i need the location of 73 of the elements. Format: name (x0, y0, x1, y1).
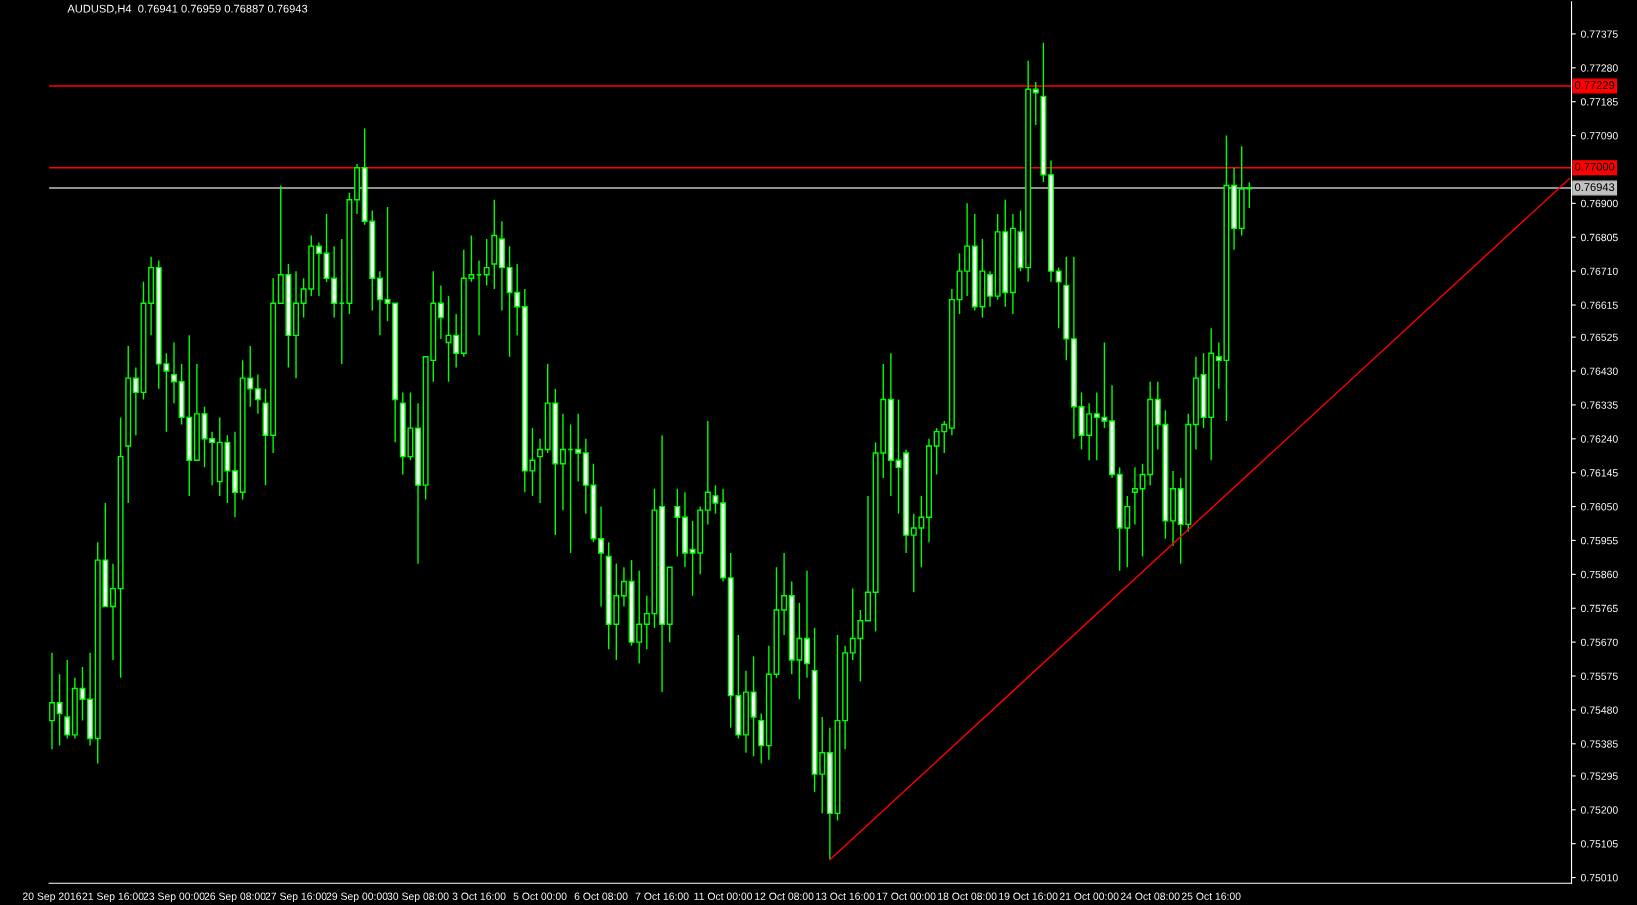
y-tick-label: 0.76050 (1580, 503, 1618, 511)
y-tick-label: 0.75670 (1580, 638, 1618, 647)
y-tick-label: 0.75200 (1580, 806, 1618, 814)
y-tick-label: 0.75480 (1580, 706, 1618, 714)
x-tick-label: 6 Oct 08:00 (574, 892, 628, 900)
y-tick-label: 0.75385 (1580, 740, 1618, 748)
x-tick-label: 3 Oct 16:00 (452, 892, 506, 900)
ref-line-label: 0.77000 (1575, 162, 1615, 171)
candlestick (64, 659, 71, 740)
candlestick (781, 552, 788, 636)
x-tick-label: 24 Oct 08:00 (1120, 892, 1180, 900)
y-tick-label: 0.76335 (1580, 401, 1618, 409)
chart-title: AUDUSD,H4 0.76941 0.76959 0.76887 0.76943 (67, 4, 308, 14)
x-tick-label: 11 Oct 00:00 (694, 892, 753, 900)
candlestick (598, 505, 605, 608)
x-tick-label: 20 Sep 2016 (22, 892, 82, 903)
candlestick (209, 430, 216, 486)
candlestick (56, 673, 63, 747)
x-tick-label: 25 Oct 16:00 (1181, 892, 1241, 900)
y-tick-label: 0.76900 (1580, 199, 1618, 208)
y-tick-label: 0.76805 (1580, 233, 1618, 242)
x-tick-label: 13 Oct 16:00 (816, 892, 875, 900)
x-tick-label: 23 Sep 00:00 (143, 892, 205, 903)
x-tick-label: 12 Oct 08:00 (755, 892, 814, 900)
candlestick (338, 238, 345, 365)
candlestick (1055, 266, 1062, 329)
candlestick (132, 366, 139, 436)
x-tick-label: 7 Oct 16:00 (635, 892, 689, 900)
y-tick-label: 0.75105 (1580, 840, 1618, 848)
x-tick-label: 26 Sep 08:00 (204, 892, 266, 903)
y-tick-label: 0.75765 (1580, 604, 1618, 613)
candlestick (475, 259, 483, 337)
y-tick-label: 0.75860 (1580, 570, 1618, 579)
candlestick (232, 430, 238, 518)
y-tick-label: 0.76710 (1580, 267, 1618, 276)
candlestick (437, 284, 444, 340)
y-tick-label: 0.77280 (1580, 64, 1618, 72)
candlestick (559, 413, 566, 511)
candlestick (575, 413, 582, 483)
x-tick-label: 19 Oct 16:00 (999, 892, 1058, 900)
y-tick-label: 0.76615 (1580, 301, 1618, 309)
y-tick-label: 0.76430 (1580, 367, 1618, 375)
candlestick (537, 438, 544, 504)
y-tick-label: 0.75955 (1580, 536, 1618, 545)
x-tick-label: 17 Oct 00:00 (877, 892, 936, 900)
y-tick-label: 0.77090 (1580, 132, 1618, 140)
y-tick-label: 0.76240 (1580, 435, 1618, 443)
candlestick (171, 341, 177, 404)
y-tick-label: 0.75295 (1580, 772, 1618, 780)
candlestick (254, 373, 261, 415)
candlestick (1131, 466, 1138, 526)
candlestick (674, 488, 681, 558)
x-tick-label: 29 Sep 00:00 (326, 892, 388, 903)
x-tick-label: 21 Oct 00:00 (1059, 892, 1119, 900)
y-tick-label: 0.77375 (1580, 30, 1618, 38)
y-tick-label: 0.75575 (1580, 672, 1618, 680)
x-tick-label: 30 Sep 08:00 (387, 892, 449, 903)
candlestick (376, 270, 383, 337)
x-tick-label: 27 Sep 16:00 (265, 892, 327, 903)
y-tick-label: 0.76145 (1580, 469, 1618, 477)
candlestick (620, 566, 627, 608)
candlestick (483, 238, 490, 287)
ref-line-label: 0.77229 (1575, 81, 1615, 89)
y-tick-label: 0.77185 (1580, 98, 1618, 106)
candlestick (315, 241, 322, 297)
y-tick-label: 0.76525 (1580, 333, 1618, 342)
x-tick-label: 5 Oct 00:00 (513, 892, 567, 900)
y-tick-label: 0.75010 (1580, 874, 1618, 882)
candlestick (987, 270, 993, 308)
ref-line-label: 0.76943 (1575, 183, 1615, 191)
x-tick-label: 21 Sep 16:00 (82, 892, 144, 903)
candlestick (109, 562, 116, 661)
x-tick-label: 18 Oct 08:00 (938, 892, 997, 900)
